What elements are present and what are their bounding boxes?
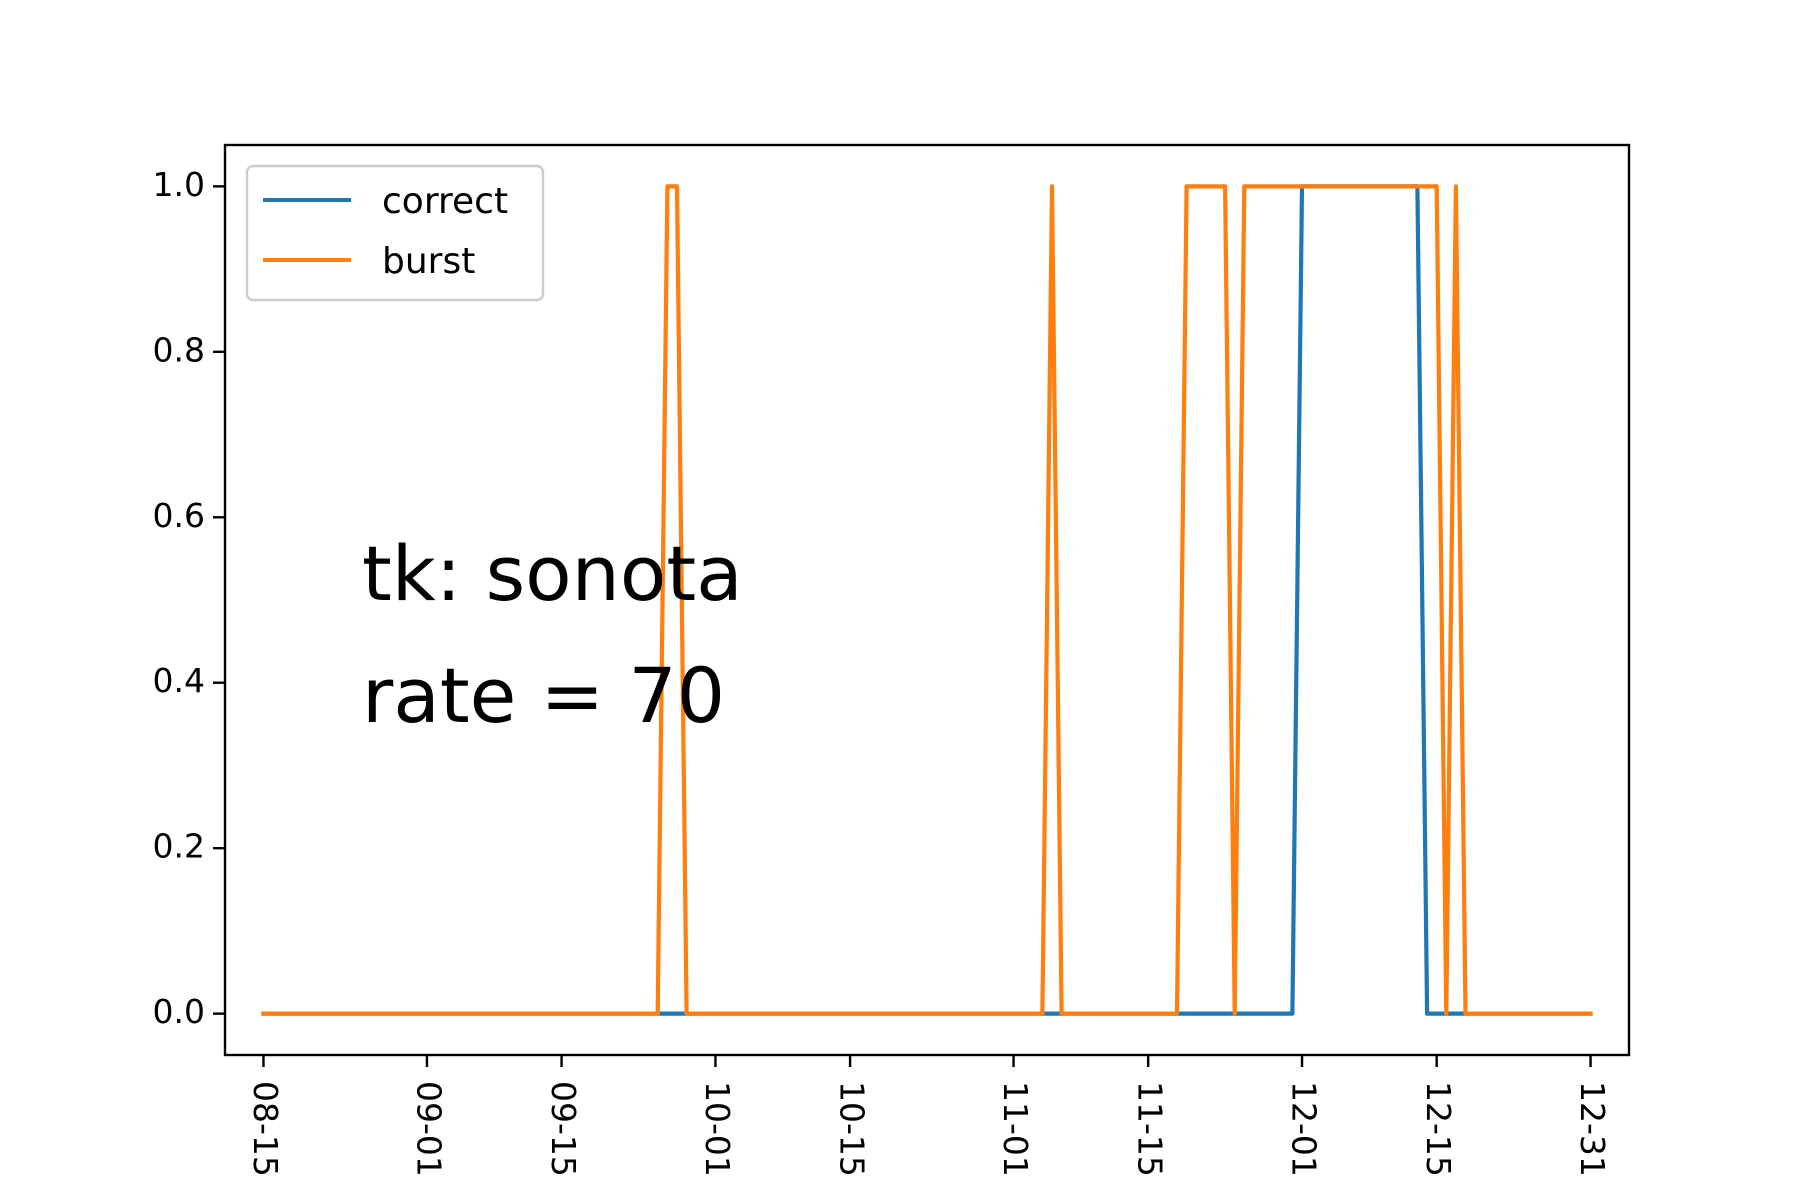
- x-tick-label: 12-31: [1573, 1081, 1612, 1177]
- x-tick-label: 12-15: [1419, 1081, 1458, 1177]
- x-tick-label: 10-15: [833, 1081, 872, 1177]
- x-tick-label: 09-01: [409, 1081, 448, 1177]
- annotation-group: tk: sonota rate = 70: [362, 529, 743, 740]
- legend-label-burst: burst: [382, 241, 475, 282]
- plot-frame: [223, 143, 1631, 1057]
- y-tick-label: 0.4: [153, 661, 205, 700]
- series-layer: [261, 184, 1593, 1016]
- y-tick-label: 0.6: [153, 496, 205, 535]
- x-tick-label: 11-01: [996, 1081, 1035, 1177]
- y-tick-label: 0.2: [153, 827, 205, 866]
- x-tick-label: 08-15: [246, 1081, 285, 1177]
- y-tick-label: 0.8: [153, 330, 205, 369]
- x-tick-label: 10-01: [698, 1081, 737, 1177]
- legend: correct burst: [245, 164, 545, 302]
- annotation-rate: rate = 70: [362, 651, 725, 740]
- x-tick-label: 09-15: [544, 1081, 583, 1177]
- series-line-burst: [261, 184, 1593, 1016]
- legend-label-correct: correct: [382, 181, 508, 222]
- y-axis: 0.0 0.2 0.4 0.6 0.8 1.0: [153, 165, 225, 1031]
- x-axis: 08-15 09-01 09-15 10-01 10-15 11-01 11-15 12-01…: [246, 1055, 1612, 1177]
- annotation-tk: tk: sonota: [362, 529, 743, 618]
- y-tick-label: 1.0: [153, 165, 205, 204]
- x-tick-label: 12-01: [1285, 1081, 1324, 1177]
- x-tick-label: 11-15: [1131, 1081, 1170, 1177]
- y-tick-label: 0.0: [153, 992, 205, 1031]
